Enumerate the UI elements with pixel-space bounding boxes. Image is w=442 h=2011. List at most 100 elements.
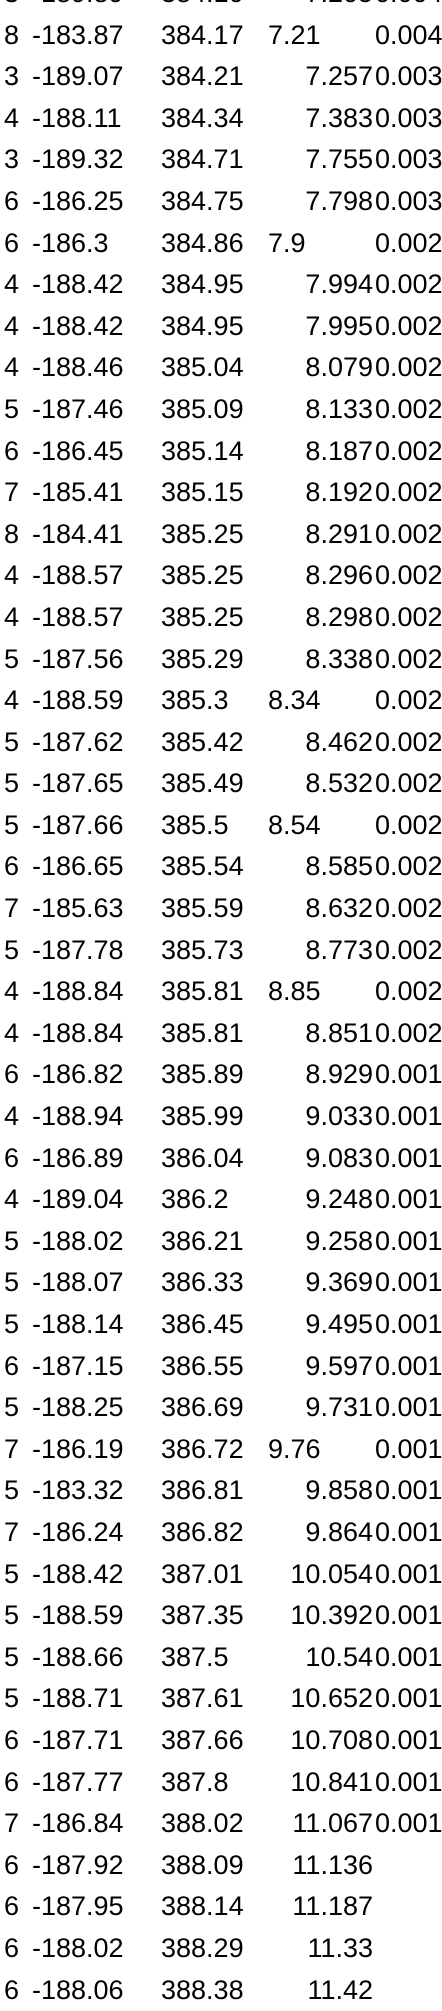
col-d-cell: 8.851 [268, 1013, 373, 1055]
col-c-cell: 384.95 [161, 306, 244, 348]
col-a-cell: 6 [4, 1928, 19, 1970]
col-b-cell: -187.92 [32, 1845, 124, 1887]
col-d-cell: 10.54 [268, 1637, 373, 1679]
col-c-cell: 385.54 [161, 846, 244, 888]
col-b-cell: -186.84 [32, 1803, 124, 1845]
col-e-cell: 0.001 [375, 1138, 442, 1180]
col-a-cell: 4 [4, 1096, 19, 1138]
col-a-cell: 5 [4, 930, 19, 972]
col-c-cell: 387.8 [161, 1762, 229, 1804]
col-e-cell: 0.003 [375, 139, 442, 181]
col-d-cell: 8.338 [268, 639, 373, 681]
col-e-cell: 0.002 [375, 347, 442, 389]
col-c-cell: 385.09 [161, 389, 244, 431]
col-e-cell: 0.001 [375, 1762, 442, 1804]
col-a-cell: 4 [4, 264, 19, 306]
col-b-cell: -187.62 [32, 722, 124, 764]
col-b-cell: -188.57 [32, 555, 124, 597]
col-b-cell: -186.89 [32, 1138, 124, 1180]
col-c-cell: 385.25 [161, 555, 244, 597]
col-b-cell: -188.42 [32, 264, 124, 306]
col-e-cell: 0.002 [375, 1013, 442, 1055]
col-a-cell: 6 [4, 1054, 19, 1096]
col-e-cell: 0.003 [375, 98, 442, 140]
col-c-cell: 384.34 [161, 98, 244, 140]
col-d-cell: 10.652 [268, 1678, 373, 1720]
col-e-cell: 0.001 [375, 1637, 442, 1679]
col-e-cell: 0.001 [375, 1803, 442, 1845]
col-d-cell: 11.42 [268, 1970, 373, 2011]
col-e-cell: 0.001 [375, 1554, 442, 1596]
col-b-cell: -188.59 [32, 1595, 124, 1637]
col-c-cell: 387.5 [161, 1637, 229, 1679]
col-a-cell: 6 [4, 1138, 19, 1180]
col-e-cell: 0.002 [375, 930, 442, 972]
col-b-cell: -186.24 [32, 1512, 124, 1554]
col-a-cell: 5 [4, 639, 19, 681]
col-d-cell: 9.597 [268, 1346, 373, 1388]
col-c-cell: 385.89 [161, 1054, 244, 1096]
col-d-cell: 9.76 [268, 1429, 373, 1471]
col-d-cell: 9.864 [268, 1512, 373, 1554]
col-c-cell: 386.45 [161, 1304, 244, 1346]
col-d-cell: 11.067 [268, 1803, 373, 1845]
col-d-cell: 7.257 [268, 56, 373, 98]
col-b-cell: -188.84 [32, 1013, 124, 1055]
col-c-cell: 385.81 [161, 1013, 244, 1055]
col-c-cell: 385.5 [161, 805, 229, 847]
col-b-cell: -185.41 [32, 472, 124, 514]
col-b-cell: -186.45 [32, 431, 124, 473]
col-d-cell: 7.9 [268, 223, 373, 265]
col-d-cell: 10.841 [268, 1762, 373, 1804]
col-d-cell: 7.383 [268, 98, 373, 140]
col-a-cell: 4 [4, 306, 19, 348]
col-e-cell: 0.002 [375, 639, 442, 681]
col-d-cell: 8.929 [268, 1054, 373, 1096]
col-c-cell: 388.02 [161, 1803, 244, 1845]
col-d-cell: 9.369 [268, 1262, 373, 1304]
col-e-cell: 0.002 [375, 805, 442, 847]
col-a-cell: 6 [4, 1346, 19, 1388]
col-a-cell: 6 [4, 1720, 19, 1762]
col-c-cell: 386.04 [161, 1138, 244, 1180]
col-c-cell: 387.01 [161, 1554, 244, 1596]
col-b-cell: -188.42 [32, 1554, 124, 1596]
col-c-cell: 385.42 [161, 722, 244, 764]
col-a-cell: 7 [4, 1803, 19, 1845]
col-b-cell: -188.11 [32, 98, 122, 140]
col-b-cell: -184.41 [32, 514, 124, 556]
col-b-cell: -187.77 [32, 1762, 124, 1804]
col-a-cell: 3 [4, 139, 19, 181]
col-b-cell: -188.57 [32, 597, 124, 639]
col-d-cell: 9.731 [268, 1387, 373, 1429]
col-a-cell: 5 [4, 1470, 19, 1512]
col-d-cell: 9.258 [268, 1221, 373, 1263]
col-c-cell: 385.25 [161, 514, 244, 556]
col-d-cell: 8.585 [268, 846, 373, 888]
col-c-cell: 386.72 [161, 1429, 244, 1471]
col-b-cell: -188.07 [32, 1262, 124, 1304]
col-a-cell: 3 [4, 0, 19, 15]
col-a-cell: 6 [4, 181, 19, 223]
col-e-cell: 0.002 [375, 722, 442, 764]
col-c-cell: 385.59 [161, 888, 244, 930]
col-e-cell: 0.001 [375, 1470, 442, 1512]
col-b-cell: -188.06 [32, 1970, 124, 2011]
